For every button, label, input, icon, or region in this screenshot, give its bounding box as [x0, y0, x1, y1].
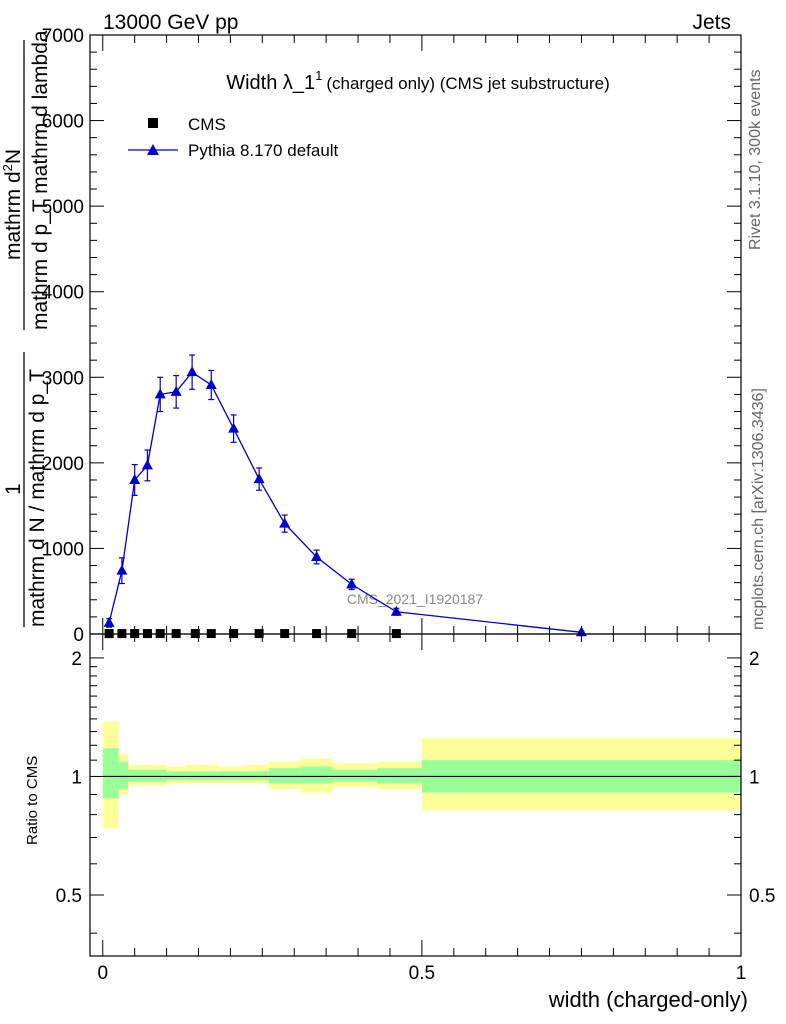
x-tick-label: 1: [736, 963, 747, 984]
pythia-point: [154, 388, 166, 399]
pythia-point: [186, 366, 198, 377]
y-label-num: mathrm d2N: [0, 149, 25, 260]
ratio-band-inner: [268, 768, 301, 784]
plot-title-sup: 1: [315, 68, 322, 83]
pythia-point: [253, 473, 265, 484]
ratio-panel: 0.5 0.51 12 2 0 0.5 1 Ratio to CMS width (cha…: [24, 633, 775, 1012]
main-y-tick-label: 4000: [42, 283, 84, 304]
pythia-line: [108, 371, 582, 633]
ratio-y-tick-label-right: 1: [749, 767, 760, 788]
main-y-tick-label: 5000: [42, 197, 84, 218]
x-tick-label: 0: [97, 963, 108, 984]
x-tick-label: 0.5: [409, 963, 435, 984]
mcplots-label: mcplots.cern.ch [arXiv:1306.3436]: [750, 388, 767, 630]
y-label-prefix-num: 1: [2, 483, 25, 495]
pythia-point: [311, 550, 323, 561]
ratio-frame: [89, 633, 742, 957]
ratio-band-inner: [377, 768, 422, 784]
ratio-y-axis: 0.5 0.5 1 1 2 2: [56, 649, 775, 934]
ratio-y-tick-label-right: 2: [749, 649, 760, 670]
pythia-point: [205, 378, 217, 389]
ratio-bands: [102, 721, 741, 828]
ratio-band-inner: [102, 748, 119, 799]
pythia-point: [103, 616, 115, 627]
ratio-band-inner: [128, 769, 167, 782]
main-y-tick-label: 2000: [42, 454, 84, 475]
process-label: Jets: [692, 11, 731, 34]
ratio-band-inner: [185, 771, 218, 780]
main-y-tick-label: 3000: [42, 368, 84, 389]
ratio-band-inner: [166, 771, 186, 780]
x-axis-label: width (charged-only): [548, 987, 748, 1012]
pythia-point: [279, 517, 291, 528]
legend: CMS Pythia 8.170 default: [128, 115, 339, 160]
main-y-axis: 0 1000 2000 3000 4000 5000 6000 7000: [42, 26, 741, 646]
pythia-point: [170, 385, 182, 396]
y-label-prefix-den: mathrm d N / mathrm d p_T: [26, 369, 49, 627]
ratio-x-axis: 0 0.5 1: [97, 634, 746, 984]
main-y-label: mathrm d2N mathrm d p_T mathrm d lambda …: [0, 30, 52, 627]
legend-cms-marker: [148, 118, 158, 128]
ratio-y-tick-label-right: 0.5: [749, 886, 775, 907]
ratio-band-inner: [332, 769, 378, 782]
main-y-tick-label: 0: [73, 625, 84, 646]
ratio-band-inner: [243, 771, 269, 780]
pythia-point: [228, 422, 240, 433]
ratio-y-tick-label: 0.5: [56, 886, 82, 907]
rivet-label: Rivet 3.1.10, 300k events: [747, 69, 764, 250]
ratio-band-inner: [217, 771, 244, 780]
ratio-band-inner: [118, 761, 129, 789]
pythia-point: [116, 564, 128, 575]
legend-pythia-label: Pythia 8.170 default: [188, 141, 339, 160]
main-y-tick-label: 7000: [42, 26, 84, 47]
pythia-point: [141, 459, 153, 470]
legend-cms-label: CMS: [188, 115, 226, 134]
y-label-den: mathrm d p_T mathrm d lambda: [29, 30, 52, 330]
pythia-series: [103, 354, 587, 637]
ratio-band-inner: [300, 766, 333, 784]
ratio-y-tick-label: 1: [71, 767, 82, 788]
plot-title: Width λ_11 (charged only) (CMS jet substr…: [226, 68, 610, 94]
ratio-y-label: Ratio to CMS: [24, 756, 41, 845]
main-y-tick-label: 6000: [42, 112, 84, 133]
plot-title-main: Width λ_1: [226, 72, 315, 94]
main-y-tick-label: 1000: [42, 539, 84, 560]
legend-pythia-marker: [147, 144, 159, 155]
pythia-point: [390, 605, 402, 616]
energy-label: 13000 GeV pp: [103, 11, 238, 34]
pythia-point: [346, 578, 358, 589]
ratio-y-tick-label: 2: [71, 649, 82, 670]
plot-title-suffix: (charged only) (CMS jet substructure): [326, 74, 609, 93]
pythia-point: [129, 473, 141, 484]
